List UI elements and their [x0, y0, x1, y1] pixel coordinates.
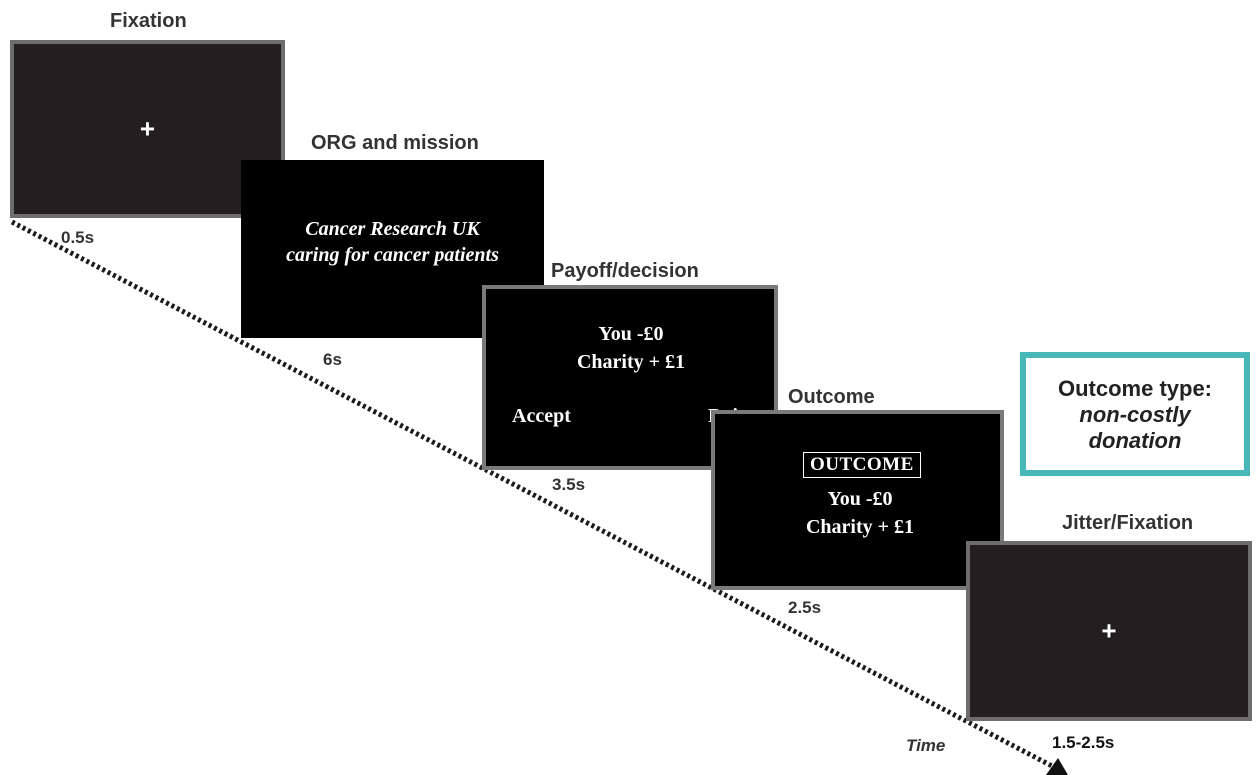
outcome-you: You -£0 [827, 488, 893, 510]
outcome-type-value-2: donation [1088, 428, 1182, 453]
org-mission: caring for cancer patients [286, 244, 499, 266]
time-arrow-line [10, 219, 1054, 769]
fixation-title: Fixation [110, 10, 187, 32]
payoff-title: Payoff/decision [551, 260, 699, 282]
outcome-screen: OUTCOME You -£0 Charity + £1 [711, 410, 1004, 590]
jitter-title: Jitter/Fixation [1062, 512, 1194, 534]
org-title: ORG and mission [311, 132, 479, 154]
accept-option: Accept [512, 405, 571, 427]
fixation-duration: 0.5s [61, 228, 95, 247]
outcome-charity: Charity + £1 [805, 516, 915, 538]
org-name: Cancer Research UK [305, 218, 480, 240]
jitter-screen: + [966, 541, 1252, 721]
org-duration: 6s [323, 350, 342, 369]
jitter-duration: 1.5-2.5s [1052, 733, 1115, 752]
payoff-you: You -£0 [598, 323, 664, 345]
outcome-type-box: Outcome type: non-costly donation [1020, 352, 1250, 476]
outcome-title: Outcome [788, 386, 875, 408]
fixation-screen: + [10, 40, 285, 218]
outcome-header: OUTCOME [803, 452, 921, 478]
payoff-duration: 3.5s [552, 475, 586, 494]
outcome-type-value-1: non-costly [1079, 402, 1191, 427]
time-label: Time [906, 736, 946, 755]
jitter-cross-icon: + [1101, 615, 1117, 646]
time-arrow-head [1046, 758, 1068, 775]
fixation-cross-icon: + [139, 113, 156, 144]
payoff-charity: Charity + £1 [576, 351, 686, 373]
outcome-duration: 2.5s [788, 598, 822, 617]
outcome-type-label: Outcome type: [1057, 376, 1213, 401]
